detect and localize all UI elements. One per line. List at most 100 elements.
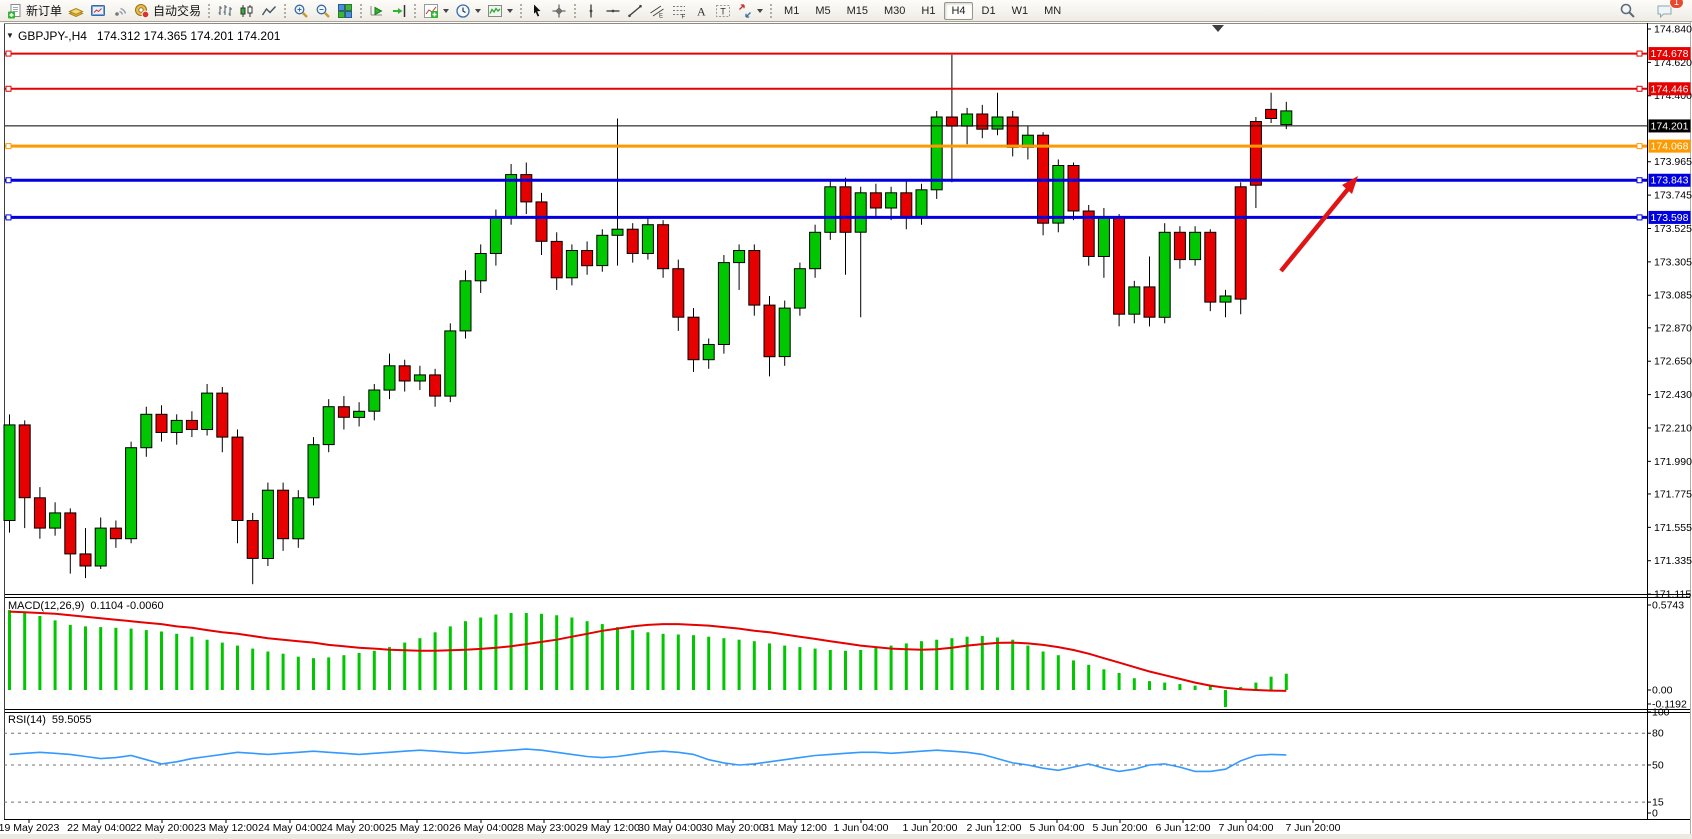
timeframe-W1[interactable]: W1 — [1011, 4, 1029, 17]
equidistant-channel-icon: E — [649, 3, 665, 19]
search-button[interactable] — [1616, 1, 1639, 21]
horizontal-line[interactable] — [5, 85, 1647, 92]
svg-text:171.775: 171.775 — [1654, 488, 1692, 500]
svg-text:A: A — [697, 4, 706, 18]
tile-windows-button[interactable] — [334, 1, 356, 21]
timeframe-group: M1 M5 M15 M30 H1 H4 D1 W1 MN — [776, 1, 1069, 20]
timeframe-M5[interactable]: M5 — [815, 4, 831, 17]
chart-shift-button[interactable] — [388, 1, 410, 21]
equidistant-channel-button[interactable]: E — [646, 1, 668, 21]
svg-text:173.843: 173.843 — [1651, 175, 1689, 187]
trendline-button[interactable] — [624, 1, 646, 21]
line-chart-button[interactable] — [258, 1, 280, 21]
timeframe-D1[interactable]: D1 — [981, 4, 996, 17]
timeframe-H1[interactable]: H1 — [921, 4, 936, 17]
line-chart-icon — [261, 3, 277, 19]
auto-trading-icon — [134, 3, 150, 19]
bar-chart-icon — [217, 3, 233, 19]
toolbar-separator — [284, 3, 287, 18]
text-label-button[interactable]: T — [712, 1, 734, 21]
svg-text:174.678: 174.678 — [1651, 48, 1689, 60]
search-icon — [1619, 2, 1636, 19]
bar-chart-button[interactable] — [214, 1, 236, 21]
svg-text:172.870: 172.870 — [1654, 322, 1692, 334]
svg-text:172.650: 172.650 — [1654, 356, 1692, 368]
timeframe-H4[interactable]: H4 — [944, 1, 973, 20]
text-icon: A — [693, 3, 709, 19]
svg-text:24 May 04:00: 24 May 04:00 — [258, 822, 322, 834]
chevron-down-icon — [757, 8, 764, 13]
candlesticks — [3, 54, 1293, 585]
chevron-down-icon — [475, 8, 482, 13]
toolbar-separator — [360, 3, 363, 18]
arrows-tool-button[interactable] — [734, 1, 766, 21]
ohlc-quote-label: 174.312 174.365 174.201 174.201 — [96, 29, 281, 43]
svg-text:173.305: 173.305 — [1654, 256, 1692, 268]
notifications-button[interactable]: 1 — [1653, 0, 1684, 21]
svg-text:173.525: 173.525 — [1654, 223, 1692, 235]
zoom-out-button[interactable] — [312, 1, 334, 21]
tile-windows-icon — [337, 3, 353, 19]
chart-shift-icon — [391, 3, 407, 19]
horizontal-line[interactable] — [5, 214, 1647, 221]
terminal-icon — [90, 3, 106, 19]
svg-text:1 Jun 20:00: 1 Jun 20:00 — [903, 822, 958, 834]
templates-button[interactable] — [484, 1, 516, 21]
horizontal-line-button[interactable] — [602, 1, 624, 21]
auto-scroll-icon — [369, 3, 385, 19]
horizontal-line[interactable] — [5, 143, 1647, 150]
svg-text:2 Jun 12:00: 2 Jun 12:00 — [967, 822, 1022, 834]
symbol-period-label: GBPJPY-,H4 — [18, 29, 87, 43]
signals-button[interactable] — [109, 1, 131, 21]
new-order-icon — [7, 3, 23, 19]
horizontal-line[interactable] — [5, 177, 1647, 184]
vertical-line-button[interactable] — [580, 1, 602, 21]
trendline-icon — [627, 3, 643, 19]
market-watch-button[interactable] — [65, 1, 87, 21]
candlestick-chart-icon — [239, 3, 255, 19]
toolbar-separator — [520, 3, 523, 18]
terminal-button[interactable] — [87, 1, 109, 21]
candlestick-chart-button[interactable] — [236, 1, 258, 21]
auto-scroll-button[interactable] — [366, 1, 388, 21]
timeframe-M30[interactable]: M30 — [884, 4, 906, 17]
toolbar-separator — [208, 3, 211, 18]
periods-button[interactable] — [452, 1, 484, 21]
macd-values: 0.1104 -0.0060 — [90, 600, 164, 612]
rsi-value: 59.5055 — [51, 714, 92, 726]
svg-text:5 Jun 20:00: 5 Jun 20:00 — [1093, 822, 1148, 834]
price-axis: 174.840174.620174.400173.965173.745173.5… — [1647, 24, 1692, 601]
svg-text:5 Jun 04:00: 5 Jun 04:00 — [1030, 822, 1085, 834]
trend-arrow[interactable] — [1279, 176, 1358, 273]
one-click-collapse-icon[interactable]: ▼ — [6, 31, 14, 40]
svg-text:E: E — [659, 13, 663, 19]
timeframe-M1[interactable]: M1 — [784, 4, 800, 17]
timeframe-M15[interactable]: M15 — [846, 4, 868, 17]
chevron-down-icon — [507, 8, 514, 13]
svg-text:171.115: 171.115 — [1654, 589, 1691, 601]
auto-trading-button[interactable]: 自动交易 — [131, 1, 204, 21]
cursor-button[interactable] — [526, 1, 548, 21]
svg-text:30 May 20:00: 30 May 20:00 — [701, 822, 765, 834]
svg-text:100: 100 — [1652, 707, 1670, 719]
svg-text:26 May 04:00: 26 May 04:00 — [449, 822, 513, 834]
svg-text:0.5743: 0.5743 — [1652, 600, 1684, 612]
svg-text:1 Jun 04:00: 1 Jun 04:00 — [834, 822, 889, 834]
svg-text:80: 80 — [1652, 728, 1664, 740]
fibonacci-button[interactable]: F — [668, 1, 690, 21]
cursor-icon — [529, 3, 545, 19]
zoom-in-button[interactable] — [290, 1, 312, 21]
svg-text:28 May 23:00: 28 May 23:00 — [512, 822, 576, 834]
text-button[interactable]: A — [690, 1, 712, 21]
new-order-button[interactable]: 新订单 — [4, 1, 65, 21]
text-label-icon: T — [715, 3, 731, 19]
crosshair-button[interactable] — [548, 1, 570, 21]
svg-text:174.068: 174.068 — [1651, 141, 1689, 153]
rsi-panel: 100 80 50 150 — [4, 707, 1670, 820]
chart-shift-marker[interactable] — [1212, 25, 1224, 32]
timeframe-MN[interactable]: MN — [1044, 4, 1062, 17]
indicators-button[interactable] — [420, 1, 452, 21]
horizontal-line[interactable] — [5, 50, 1647, 57]
